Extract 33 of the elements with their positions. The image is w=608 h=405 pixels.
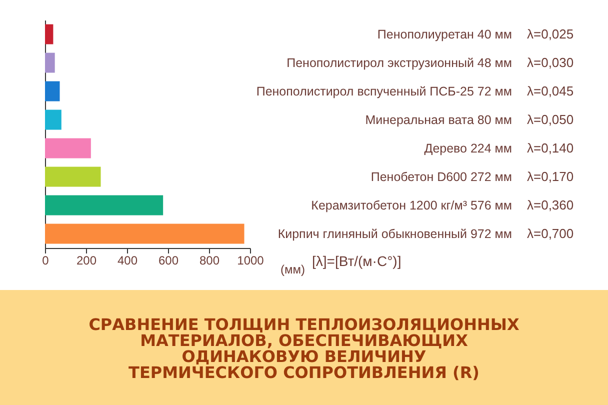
- y-tick-label: Пенополистирол вспученный ПСБ-25 72 мм: [256, 84, 512, 98]
- y-tick-label: Минеральная вата 80 мм: [365, 112, 512, 127]
- text: λ=0,050: [527, 112, 574, 127]
- text: λ=0,360: [527, 197, 574, 212]
- bar: [45, 138, 91, 158]
- y-tick-label: Дерево 224 мм: [424, 141, 512, 156]
- text: λ=0,030: [527, 54, 574, 70]
- bar: [45, 81, 60, 102]
- bar: [45, 52, 55, 73]
- y-tick-label: Пенополистирол экструзионный 48 мм: [286, 56, 512, 70]
- text: λ=0,700: [527, 226, 574, 241]
- x-axis-title: (мм): [280, 262, 305, 276]
- text: λ=0,045: [527, 83, 574, 98]
- y-tick-label: Кирпич глиняный обыкновенный 972 мм: [278, 226, 512, 241]
- x-tick-label: 600: [158, 254, 179, 268]
- bar: [45, 195, 164, 216]
- x-tick-label: 200: [76, 254, 97, 268]
- y-tick-label: Керамзитобетон 1200 кг/м³ 576 мм: [311, 198, 512, 212]
- bar: [45, 166, 101, 187]
- text: [λ]=[Вт/(м·С°)]: [312, 253, 402, 269]
- x-tick-label: 1000: [237, 254, 264, 268]
- text: λ=0,170: [527, 168, 574, 184]
- x-tick-label: 800: [199, 254, 220, 268]
- bar: [45, 24, 54, 44]
- bar: [45, 110, 62, 130]
- text: λ=0,025: [527, 26, 574, 42]
- y-tick-label: Пенобетон D600 272 мм: [370, 170, 512, 184]
- text: λ=0,140: [527, 140, 574, 156]
- y-tick-label: Пенополиуретан 40 мм: [377, 27, 512, 42]
- x-tick-label: 0: [42, 254, 50, 268]
- text: СРАВНЕНИЕ ТОЛЩИН ТЕПЛОИЗОЛЯЦИОННЫХ МАТЕРИАЛОВ, ОБЕСПЕЧИВАЮЩИХ ОДИНАКОВУЮ ВЕЛИЧИНУ ТЕРМИЧЕСКОГО СОПРОТИВЛЕНИЯ (R): [88, 315, 520, 382]
- bar: [45, 224, 244, 244]
- x-tick-label: 400: [117, 254, 138, 268]
